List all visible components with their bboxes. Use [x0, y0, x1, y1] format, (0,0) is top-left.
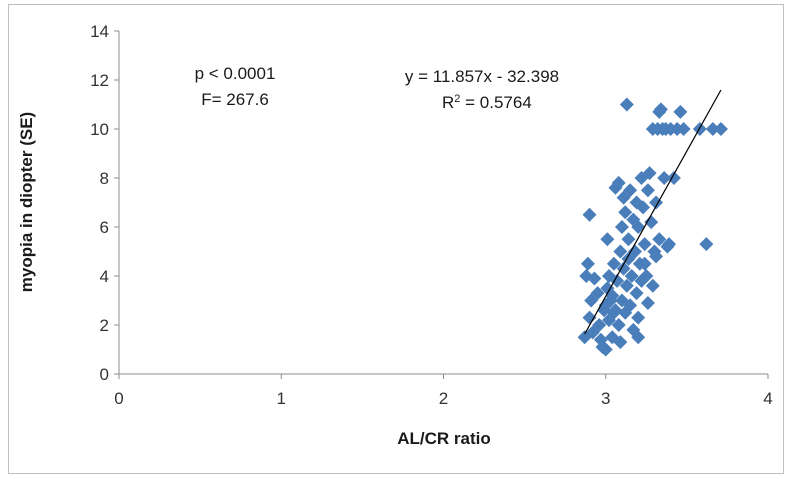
y-tick-label: 10 — [90, 120, 109, 139]
stats-p-value: p < 0.0001 — [195, 64, 276, 83]
data-point — [649, 249, 664, 264]
trendline — [584, 89, 722, 335]
data-points — [577, 97, 728, 357]
data-point — [673, 104, 688, 119]
data-point — [592, 318, 607, 332]
axes — [114, 30, 769, 379]
data-point — [657, 171, 672, 185]
data-point — [653, 102, 668, 117]
data-point — [580, 256, 595, 271]
x-tick-label: 1 — [277, 389, 286, 408]
data-point — [637, 256, 652, 271]
data-point — [713, 122, 728, 136]
data-point — [587, 271, 602, 286]
regression-equation: y = 11.857x - 32.398 — [405, 67, 559, 86]
y-tick-labels: 0 2 4 6 8 10 12 14 — [90, 22, 109, 384]
trendline-line — [584, 89, 722, 335]
data-point — [590, 286, 605, 301]
data-point — [652, 232, 667, 247]
data-point — [614, 220, 629, 234]
data-point — [640, 295, 655, 310]
x-tick-label: 4 — [763, 389, 772, 408]
data-point — [705, 122, 720, 136]
data-point — [637, 237, 652, 252]
x-tick-label: 0 — [114, 389, 123, 408]
data-point — [640, 183, 655, 198]
data-point — [613, 244, 628, 259]
y-tick-label: 2 — [100, 316, 109, 335]
r-squared-exponent: 2 — [454, 93, 460, 105]
data-point — [616, 261, 631, 276]
y-tick-label: 12 — [90, 71, 109, 90]
data-point — [582, 310, 597, 325]
data-point — [611, 318, 626, 332]
data-point — [610, 273, 625, 288]
stats-f-value: F= 267.6 — [201, 90, 269, 109]
data-point — [619, 97, 634, 112]
data-point — [629, 286, 644, 301]
r-squared-prefix: R — [442, 93, 454, 112]
data-point — [642, 166, 657, 181]
data-point — [623, 183, 638, 198]
x-tick-label: 2 — [439, 389, 448, 408]
data-point — [676, 122, 691, 136]
y-tick-label: 6 — [100, 218, 109, 237]
data-point — [639, 269, 654, 283]
data-point — [631, 220, 646, 234]
r-squared-value: = 0.5764 — [460, 93, 531, 112]
x-axis-title: AL/CR ratio — [397, 429, 491, 448]
r-squared: R2 = 0.5764 — [442, 93, 532, 112]
y-tick-label: 14 — [90, 22, 109, 41]
data-point — [608, 303, 623, 318]
y-tick-label: 4 — [100, 267, 109, 286]
data-point — [644, 215, 659, 230]
data-point — [662, 237, 677, 252]
data-point — [582, 207, 597, 222]
y-axis-title: myopia in diopter (SE) — [17, 112, 36, 292]
data-point — [645, 278, 660, 293]
data-point — [636, 200, 651, 215]
data-point — [598, 342, 613, 357]
data-point — [623, 298, 638, 313]
data-point — [606, 256, 621, 271]
data-point — [621, 232, 636, 247]
y-tick-label: 8 — [100, 169, 109, 188]
data-point — [613, 335, 628, 350]
x-tick-labels: 0 1 2 3 4 — [114, 389, 772, 408]
data-point — [600, 232, 615, 247]
y-tick-label: 0 — [100, 365, 109, 384]
data-point — [699, 237, 714, 252]
data-point — [619, 278, 634, 293]
data-point — [624, 269, 639, 283]
data-point — [631, 330, 646, 345]
data-point — [611, 175, 626, 190]
x-tick-label: 3 — [601, 389, 610, 408]
data-point — [631, 310, 646, 325]
data-point — [618, 205, 633, 220]
